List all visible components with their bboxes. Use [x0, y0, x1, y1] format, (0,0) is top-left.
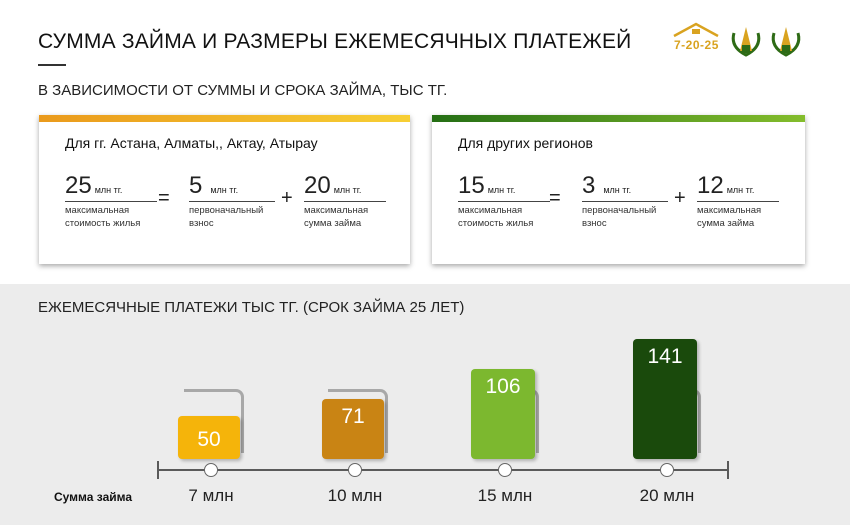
loan-amount-value: 12: [697, 172, 724, 199]
bar-value-label: 141: [647, 345, 683, 368]
housing-cost-block: 15 млн тг. максимальная стоимость жилья: [458, 173, 550, 230]
bar-value-label: 106: [485, 375, 521, 398]
divider: [582, 201, 668, 202]
bar-frame: [328, 389, 388, 453]
emblem-icon: [731, 27, 761, 57]
category-label: 20 млн: [639, 486, 695, 505]
category-label: 7 млн: [188, 486, 234, 505]
payment-bar: [178, 416, 240, 459]
payment-bar: [322, 399, 384, 459]
loan-amount-unit: млн тг.: [333, 185, 362, 195]
loan-amount-value: 20: [304, 172, 331, 199]
plus-sign: +: [281, 187, 293, 209]
down-payment-block: 5 млн тг. первоначальный взнос: [189, 173, 275, 230]
axis-tick-start: [157, 461, 159, 479]
down-payment-unit: млн тг.: [603, 185, 632, 195]
loan-amount-caption: максимальная сумма займа: [697, 205, 762, 229]
house-logo-icon: [673, 22, 719, 38]
down-payment-value: 3: [582, 172, 596, 199]
down-payment-caption: первоначальный взнос: [582, 205, 657, 229]
payment-bar: [633, 339, 697, 459]
payments-chart-panel: ЕЖЕМЕСЯЧНЫЕ ПЛАТЕЖИ ТЫС ТГ. (СРОК ЗАЙМА …: [0, 284, 850, 525]
logo-group: 7-20-25: [668, 20, 808, 60]
divider: [65, 201, 157, 202]
chart-title: ЕЖЕМЕСЯЧНЫЕ ПЛАТЕЖИ ТЫС ТГ. (СРОК ЗАЙМА …: [38, 299, 465, 316]
housing-cost-value: 25: [65, 172, 92, 199]
divider: [189, 201, 275, 202]
housing-cost-value: 15: [458, 172, 485, 199]
bar-value-label: 50: [197, 428, 221, 451]
down-payment-unit: млн тг.: [210, 185, 239, 195]
payment-bar: [471, 369, 535, 459]
emblem-icon-2: [771, 27, 801, 57]
timeline-node: [498, 463, 512, 477]
loan-amount-block: 12 млн тг. максимальная сумма займа: [697, 173, 779, 230]
housing-cost-caption: максимальная стоимость жилья: [65, 205, 141, 229]
card-title: Для гг. Астана, Алматы,, Актау, Атырау: [65, 135, 318, 151]
equals-sign: =: [158, 187, 170, 209]
housing-cost-unit: млн тг.: [94, 185, 123, 195]
loan-amount-caption: максимальная сумма займа: [304, 205, 369, 229]
card-other-regions: Для других регионов 15 млн тг. максимальн…: [432, 115, 805, 264]
timeline-axis: [157, 469, 729, 471]
loan-amount-unit: млн тг.: [726, 185, 755, 195]
card-accent-bar: [432, 115, 805, 122]
timeline-node: [660, 463, 674, 477]
loan-amount-block: 20 млн тг. максимальная сумма займа: [304, 173, 386, 230]
housing-cost-unit: млн тг.: [487, 185, 516, 195]
timeline-node: [204, 463, 218, 477]
down-payment-block: 3 млн тг. первоначальный взнос: [582, 173, 668, 230]
title-underline: [38, 64, 66, 66]
page-subtitle: В ЗАВИСИМОСТИ ОТ СУММЫ И СРОКА ЗАЙМА, ТЫ…: [38, 82, 448, 99]
divider: [304, 201, 386, 202]
housing-cost-caption: максимальная стоимость жилья: [458, 205, 534, 229]
page-title: СУММА ЗАЙМА И РАЗМЕРЫ ЕЖЕМЕСЯЧНЫХ ПЛАТЕЖ…: [38, 30, 632, 53]
equals-sign: =: [549, 187, 561, 209]
timeline-node: [348, 463, 362, 477]
logo-text: 7-20-25: [674, 38, 719, 52]
housing-cost-block: 25 млн тг. максимальная стоимость жилья: [65, 173, 157, 230]
card-title: Для других регионов: [458, 135, 593, 151]
axis-caption: Сумма займа: [54, 490, 133, 504]
card-accent-bar: [39, 115, 410, 122]
down-payment-caption: первоначальный взнос: [189, 205, 264, 229]
divider: [458, 201, 550, 202]
plus-sign: +: [674, 187, 686, 209]
category-label: 15 млн: [477, 486, 533, 505]
axis-tick-end: [727, 461, 729, 479]
category-label: 10 млн: [327, 486, 383, 505]
down-payment-value: 5: [189, 172, 203, 199]
bar-frame: [184, 389, 244, 453]
divider: [697, 201, 779, 202]
bar-value-label: 71: [341, 405, 365, 428]
card-major-cities: Для гг. Астана, Алматы,, Актау, Атырау 2…: [39, 115, 410, 264]
